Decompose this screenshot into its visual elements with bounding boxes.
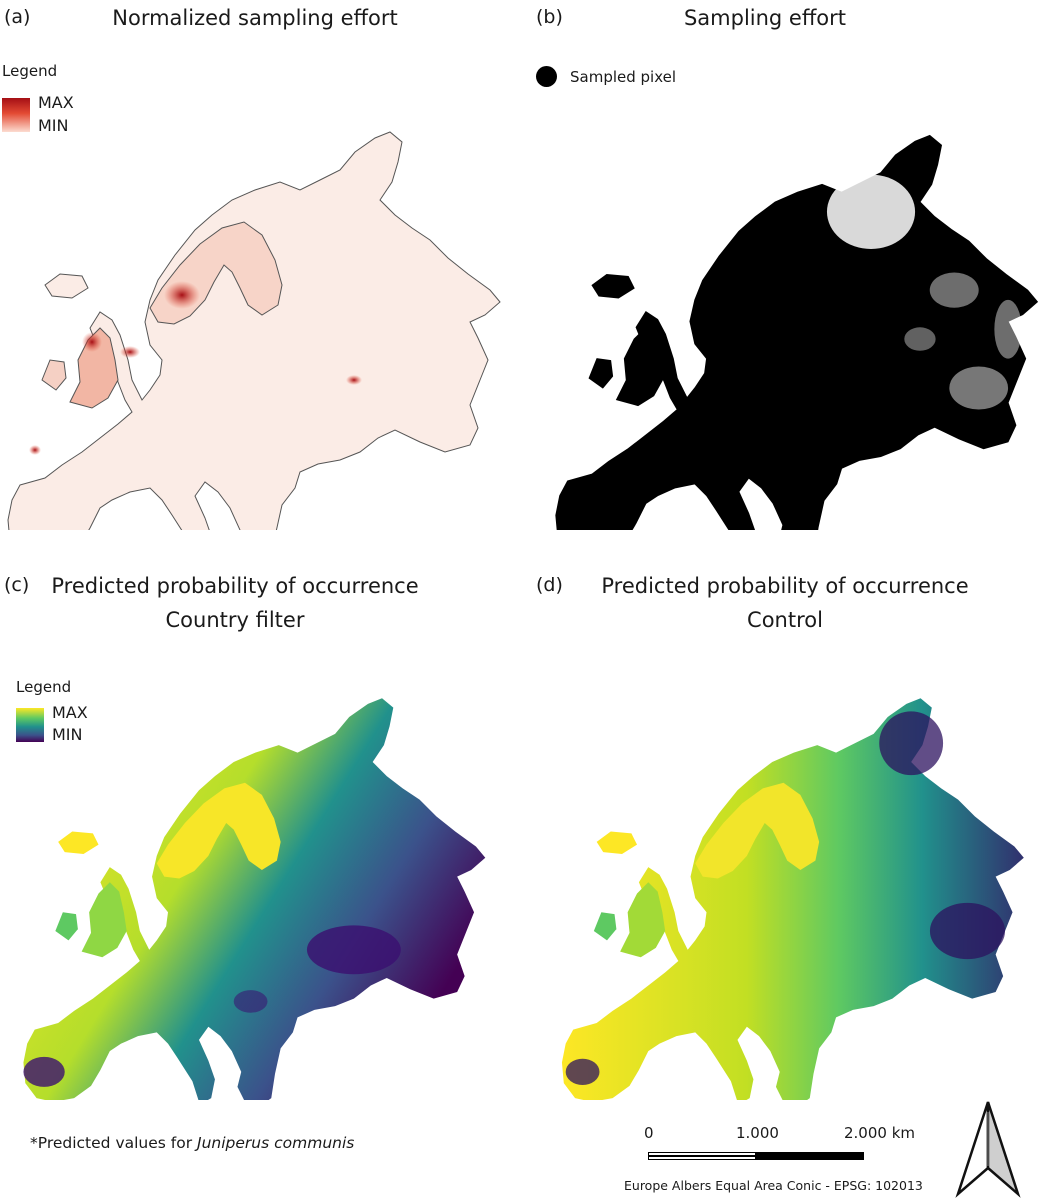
map-occurrence-control bbox=[561, 698, 1024, 1100]
effort-hotspots bbox=[29, 281, 362, 455]
legend-min-label: MIN bbox=[38, 116, 69, 135]
ireland-shape bbox=[55, 912, 78, 941]
footnote: *Predicted values for Juniperus communis bbox=[30, 1134, 354, 1152]
europe-mainland-shape bbox=[7, 131, 501, 530]
iceland-shape bbox=[596, 831, 638, 855]
britain-shape bbox=[616, 326, 664, 407]
panel-d-letter: (d) bbox=[536, 574, 563, 596]
occurrence-color-ramp bbox=[16, 708, 44, 742]
scale-label-0: 0 bbox=[644, 1124, 654, 1142]
legend-sampled-pixel-label: Sampled pixel bbox=[570, 68, 677, 86]
legend-max-label: MAX bbox=[52, 703, 88, 722]
panel-d-subtitle: Control bbox=[747, 608, 823, 632]
panel-c-subtitle: Country filter bbox=[165, 608, 305, 632]
legend-title: Legend bbox=[2, 62, 58, 80]
filled-circle-icon bbox=[536, 66, 557, 87]
panel-c-legend: Legend MAX MIN bbox=[0, 676, 120, 756]
scale-bar: 0 1.000 2.000 km bbox=[620, 1124, 920, 1168]
iceland-shape bbox=[591, 273, 635, 299]
map-normalized-sampling-effort bbox=[7, 131, 501, 530]
iceland-shape bbox=[44, 273, 89, 299]
panel-b-legend: Sampled pixel bbox=[534, 64, 734, 90]
panel-d-title: Predicted probability of occurrence bbox=[601, 574, 969, 598]
map-sampling-effort bbox=[555, 134, 1038, 530]
panel-b-letter: (b) bbox=[536, 6, 563, 28]
unsampled-gaps bbox=[826, 174, 1022, 410]
legend-min-label: MIN bbox=[52, 725, 83, 744]
europe-mainland-shape bbox=[555, 134, 1038, 530]
footnote-prefix: *Predicted values for bbox=[30, 1134, 198, 1152]
crs-label: Europe Albers Equal Area Conic - EPSG: 1… bbox=[624, 1178, 923, 1193]
panel-c-letter: (c) bbox=[4, 574, 30, 596]
scale-label-2000: 2.000 km bbox=[844, 1124, 916, 1142]
panel-c-title: Predicted probability of occurrence bbox=[51, 574, 419, 598]
low-probability-patches bbox=[23, 925, 401, 1087]
panel-a-legend: Legend MAX MIN bbox=[0, 62, 120, 142]
ireland-shape bbox=[41, 359, 67, 391]
scale-label-1000: 1.000 bbox=[736, 1124, 779, 1142]
north-arrow-icon bbox=[955, 1101, 1021, 1198]
panel-a-letter: (a) bbox=[4, 6, 31, 28]
ireland-shape bbox=[588, 358, 614, 389]
legend-title: Legend bbox=[16, 678, 72, 696]
panel-b-title: Sampling effort bbox=[683, 6, 847, 30]
scale-inner-bar bbox=[648, 1155, 756, 1157]
scale-segment-right bbox=[756, 1152, 864, 1160]
europe-mainland-shape bbox=[561, 698, 1024, 1100]
legend-max-label: MAX bbox=[38, 93, 74, 112]
iceland-shape bbox=[58, 831, 99, 855]
low-probability-patches bbox=[565, 711, 1006, 1085]
europe-mainland-shape bbox=[23, 698, 486, 1100]
panel-a-title: Normalized sampling effort bbox=[112, 6, 398, 30]
map-occurrence-country-filter bbox=[23, 698, 486, 1100]
species-name: Juniperus communis bbox=[197, 1134, 355, 1152]
ireland-shape bbox=[593, 912, 617, 941]
effort-color-ramp bbox=[2, 98, 30, 132]
